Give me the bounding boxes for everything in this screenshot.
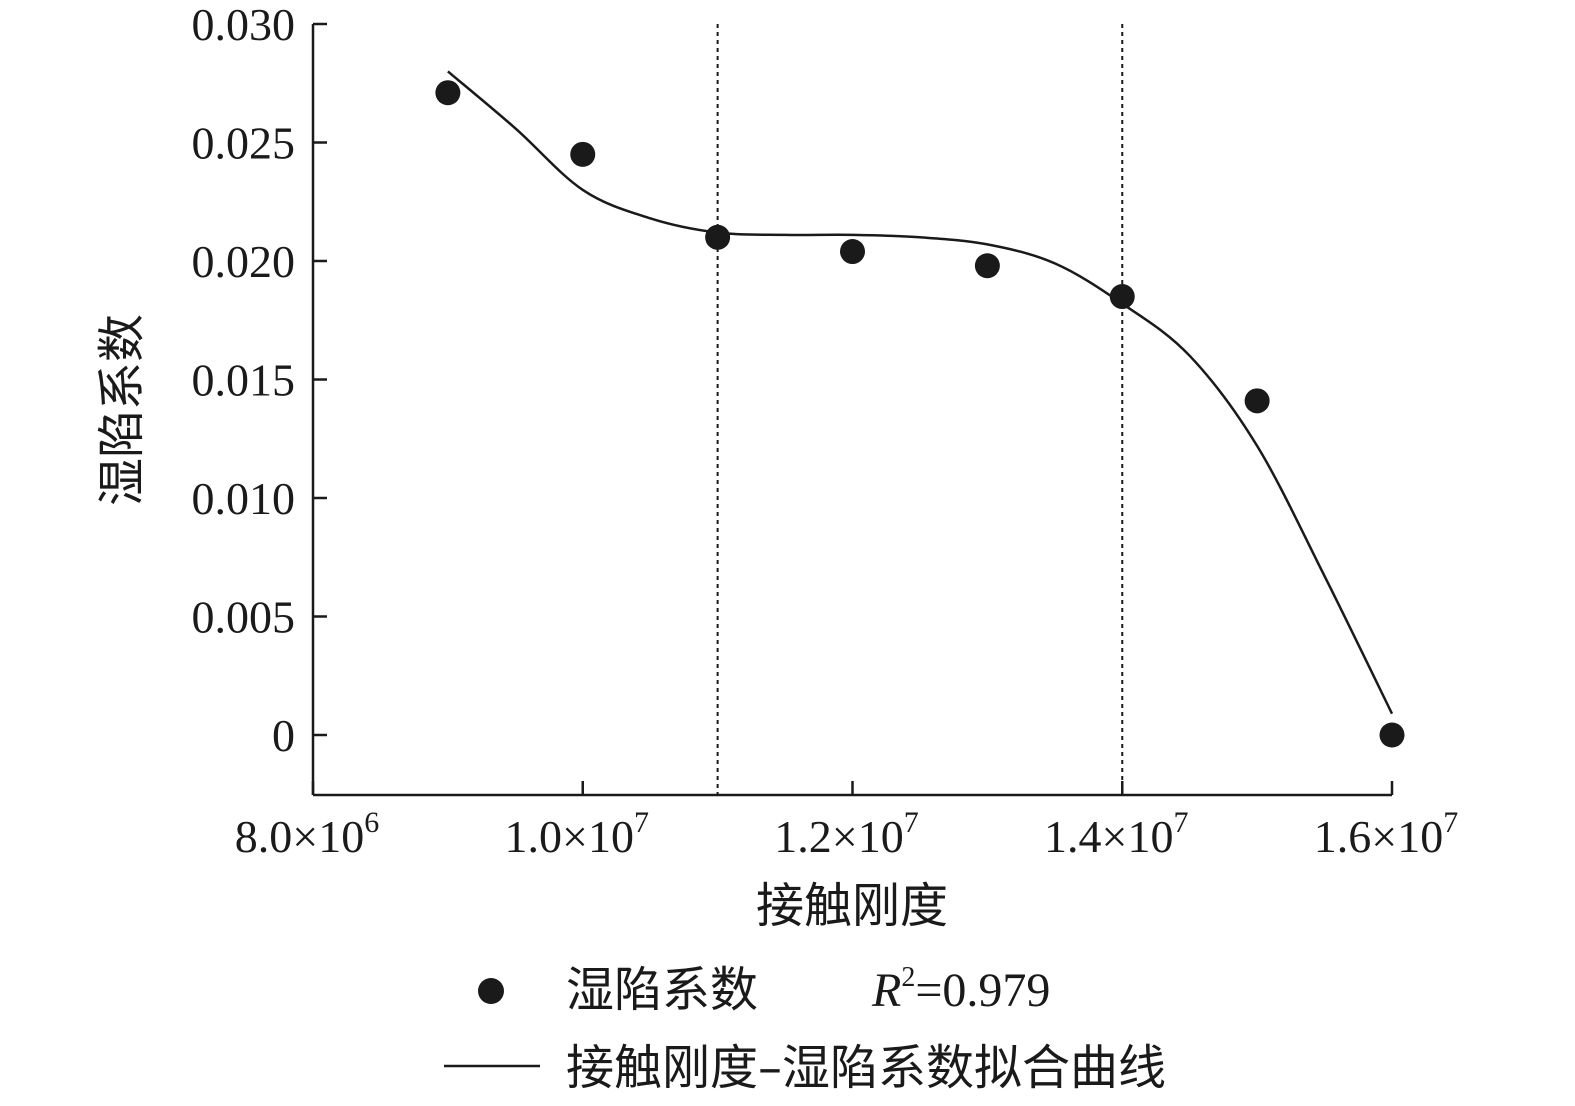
x-tick-label-1: 1.0×107 — [505, 806, 649, 862]
data-point-2 — [705, 224, 731, 250]
reference-lines — [716, 24, 1124, 795]
y-axis-title: 湿陷系数 — [94, 314, 150, 506]
data-points — [435, 80, 1405, 748]
y-tick-label-3: 0.015 — [192, 355, 296, 406]
fit-curve — [447, 70, 1394, 715]
x-axis-ticks: 8.0×106 1.0×107 1.2×107 1.4×107 1.6×107 — [235, 781, 1458, 862]
x-tick-label-4: 1.6×107 — [1314, 806, 1458, 862]
data-point-4 — [974, 253, 1000, 279]
legend-r2-exponent: 2 — [901, 962, 915, 993]
data-point-3 — [840, 239, 865, 265]
x-axis-title: 接触刚度 — [756, 878, 948, 934]
axes — [311, 24, 1392, 797]
data-point-6 — [1244, 388, 1270, 414]
legend-scatter-marker — [478, 978, 504, 1004]
y-tick-label-2: 0.010 — [192, 473, 296, 524]
data-point-1 — [570, 141, 596, 167]
y-tick-label-4: 0.020 — [192, 236, 296, 287]
x-tick-label-3: 1.4×107 — [1044, 806, 1188, 862]
y-tick-label-6: 0.030 — [192, 0, 296, 50]
data-point-7 — [1379, 722, 1405, 748]
data-point-0 — [435, 80, 461, 106]
y-tick-label-1: 0.005 — [192, 592, 296, 643]
fit-curve-path — [447, 70, 1394, 715]
legend-scatter-label: 湿陷系数 — [566, 962, 758, 1018]
y-tick-label-5: 0.025 — [192, 118, 296, 169]
legend-r2: R2=0.979 — [871, 962, 1050, 1017]
y-axis-ticks: 0 0.005 0.010 0.015 0.020 0.025 0.030 — [192, 0, 327, 761]
legend-r2-symbol: R — [871, 964, 901, 1017]
data-point-5 — [1109, 284, 1135, 310]
legend-line-label: 接触刚度–湿陷系数拟合曲线 — [566, 1040, 1166, 1096]
legend: 湿陷系数 R2=0.979 接触刚度–湿陷系数拟合曲线 — [444, 962, 1166, 1096]
x-tick-label-2: 1.2×107 — [774, 806, 918, 862]
legend-r2-value: =0.979 — [915, 964, 1050, 1017]
y-tick-label-0: 0 — [272, 710, 295, 761]
x-tick-label-0: 8.0×106 — [235, 806, 379, 862]
